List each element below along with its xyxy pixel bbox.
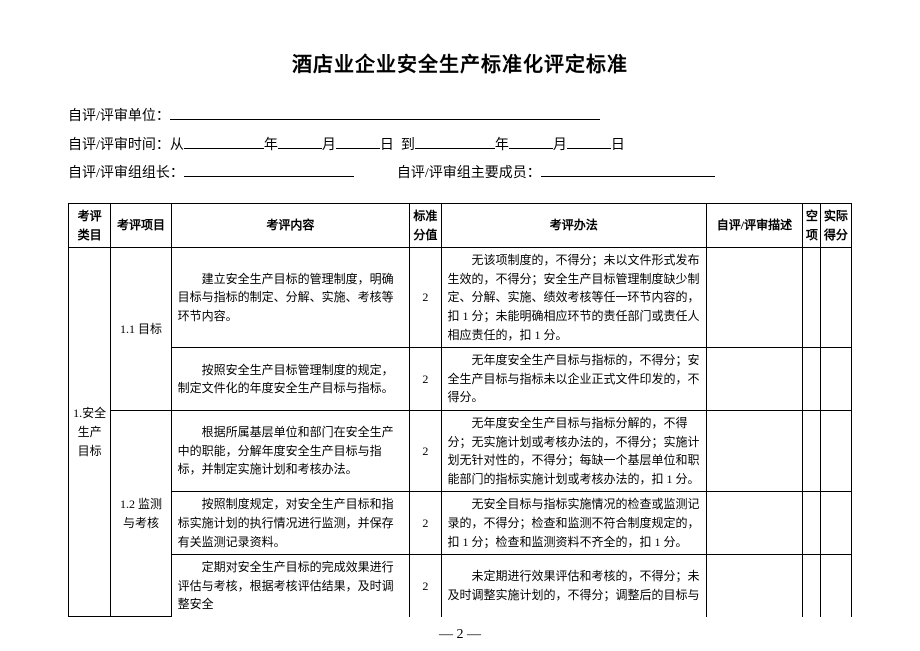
actual-cell [820, 492, 851, 555]
meta-people-line: 自评/评审组组长： 自评/评审组主要成员： [68, 160, 852, 189]
desc-cell [706, 248, 802, 348]
blank-cell [802, 492, 820, 555]
members-label: 自评/评审组主要成员： [397, 166, 541, 181]
leader-label: 自评/评审组组长： [68, 166, 184, 181]
blank-cell [802, 411, 820, 492]
content-cell: 定期对安全生产目标的完成效果进行评估与考核，根据考核评估结果，及时调整安全 [171, 555, 410, 617]
score-cell: 2 [410, 555, 441, 617]
page-number: — 2 — [0, 627, 920, 643]
actual-cell [820, 555, 851, 617]
to-month-underline [509, 132, 553, 149]
actual-cell [820, 348, 851, 411]
desc-cell [706, 411, 802, 492]
desc-cell [706, 348, 802, 411]
table-row: 1.安全生产目标 1.1 目标 建立安全生产目标的管理制度，明确目标与指标的制定… [69, 248, 852, 348]
page-title: 酒店业企业安全生产标准化评定标准 [68, 48, 852, 77]
method-cell: 无年度安全生产目标与指标分解的，不得分；无实施计划或考核办法的，不得分；实施计划… [441, 411, 706, 492]
leader-underline [184, 161, 354, 178]
project-cell: 1.2 监测与考核 [111, 411, 171, 617]
blank-cell [802, 248, 820, 348]
desc-cell [706, 492, 802, 555]
table-row: 按照安全生产目标管理制度的规定，制定文件化的年度安全生产目标与指标。 2 无年度… [69, 348, 852, 411]
category-cell: 1.安全生产目标 [69, 248, 111, 617]
year-label-2: 年 [495, 138, 509, 153]
th-desc: 自评/评审描述 [706, 204, 802, 248]
method-cell: 无年度安全生产目标与指标的，不得分；安全生产目标与指标未以企业正式文件印发的，不… [441, 348, 706, 411]
project-cell: 1.1 目标 [111, 248, 171, 411]
actual-cell [820, 411, 851, 492]
th-actual: 实际得分 [820, 204, 851, 248]
unit-underline [170, 103, 600, 120]
time-label: 自评/评审时间：从 [68, 138, 184, 153]
th-category: 考评类目 [69, 204, 111, 248]
desc-cell [706, 555, 802, 617]
method-cell: 无安全目标与指标实施情况的检查或监测记录的，不得分；检查和监测不符合制度规定的，… [441, 492, 706, 555]
score-cell: 2 [410, 348, 441, 411]
day-label-1: 日 [380, 138, 394, 153]
th-project: 考评项目 [111, 204, 171, 248]
actual-cell [820, 248, 851, 348]
th-content: 考评内容 [171, 204, 410, 248]
content-cell: 按照制度规定，对安全生产目标和指标实施计划的执行情况进行监测，并保存有关监测记录… [171, 492, 410, 555]
table-row: 定期对安全生产目标的完成效果进行评估与考核，根据考核评估结果，及时调整安全 2 … [69, 555, 852, 617]
from-day-underline [336, 132, 380, 149]
meta-time-line: 自评/评审时间：从 年 月 日 到 年 月 日 [68, 132, 852, 161]
evaluation-table: 考评类目 考评项目 考评内容 标准分值 考评办法 自评/评审描述 空项 实际得分… [68, 203, 852, 617]
meta-unit-line: 自评/评审单位： [68, 103, 852, 132]
table-row: 按照制度规定，对安全生产目标和指标实施计划的执行情况进行监测，并保存有关监测记录… [69, 492, 852, 555]
blank-cell [802, 555, 820, 617]
score-cell: 2 [410, 411, 441, 492]
content-cell: 按照安全生产目标管理制度的规定，制定文件化的年度安全生产目标与指标。 [171, 348, 410, 411]
unit-label: 自评/评审单位： [68, 109, 170, 124]
meta-block: 自评/评审单位： 自评/评审时间：从 年 月 日 到 年 月 日 自评/评审组组长： 自评/… [68, 103, 852, 189]
th-blank: 空项 [802, 204, 820, 248]
day-label-2: 日 [611, 138, 625, 153]
from-year-underline [184, 132, 264, 149]
table-row: 1.2 监测与考核 根据所属基层单位和部门在安全生产中的职能，分解年度安全生产目… [69, 411, 852, 492]
month-label-2: 月 [553, 138, 567, 153]
blank-cell [802, 348, 820, 411]
to-label: 到 [401, 138, 415, 153]
table-header-row: 考评类目 考评项目 考评内容 标准分值 考评办法 自评/评审描述 空项 实际得分 [69, 204, 852, 248]
score-cell: 2 [410, 492, 441, 555]
th-method: 考评办法 [441, 204, 706, 248]
from-month-underline [278, 132, 322, 149]
content-cell: 建立安全生产目标的管理制度，明确目标与指标的制定、分解、实施、考核等环节内容。 [171, 248, 410, 348]
year-label-1: 年 [264, 138, 278, 153]
to-year-underline [415, 132, 495, 149]
th-score: 标准分值 [410, 204, 441, 248]
score-cell: 2 [410, 248, 441, 348]
method-cell: 未定期进行效果评估和考核的，不得分；未及时调整实施计划的，不得分；调整后的目标与 [441, 555, 706, 617]
method-cell: 无该项制度的，不得分；未以文件形式发布生效的，不得分；安全生产目标管理制度缺少制… [441, 248, 706, 348]
month-label-1: 月 [322, 138, 336, 153]
content-cell: 根据所属基层单位和部门在安全生产中的职能，分解年度安全生产目标与指标，并制定实施… [171, 411, 410, 492]
to-day-underline [567, 132, 611, 149]
members-underline [541, 161, 715, 178]
